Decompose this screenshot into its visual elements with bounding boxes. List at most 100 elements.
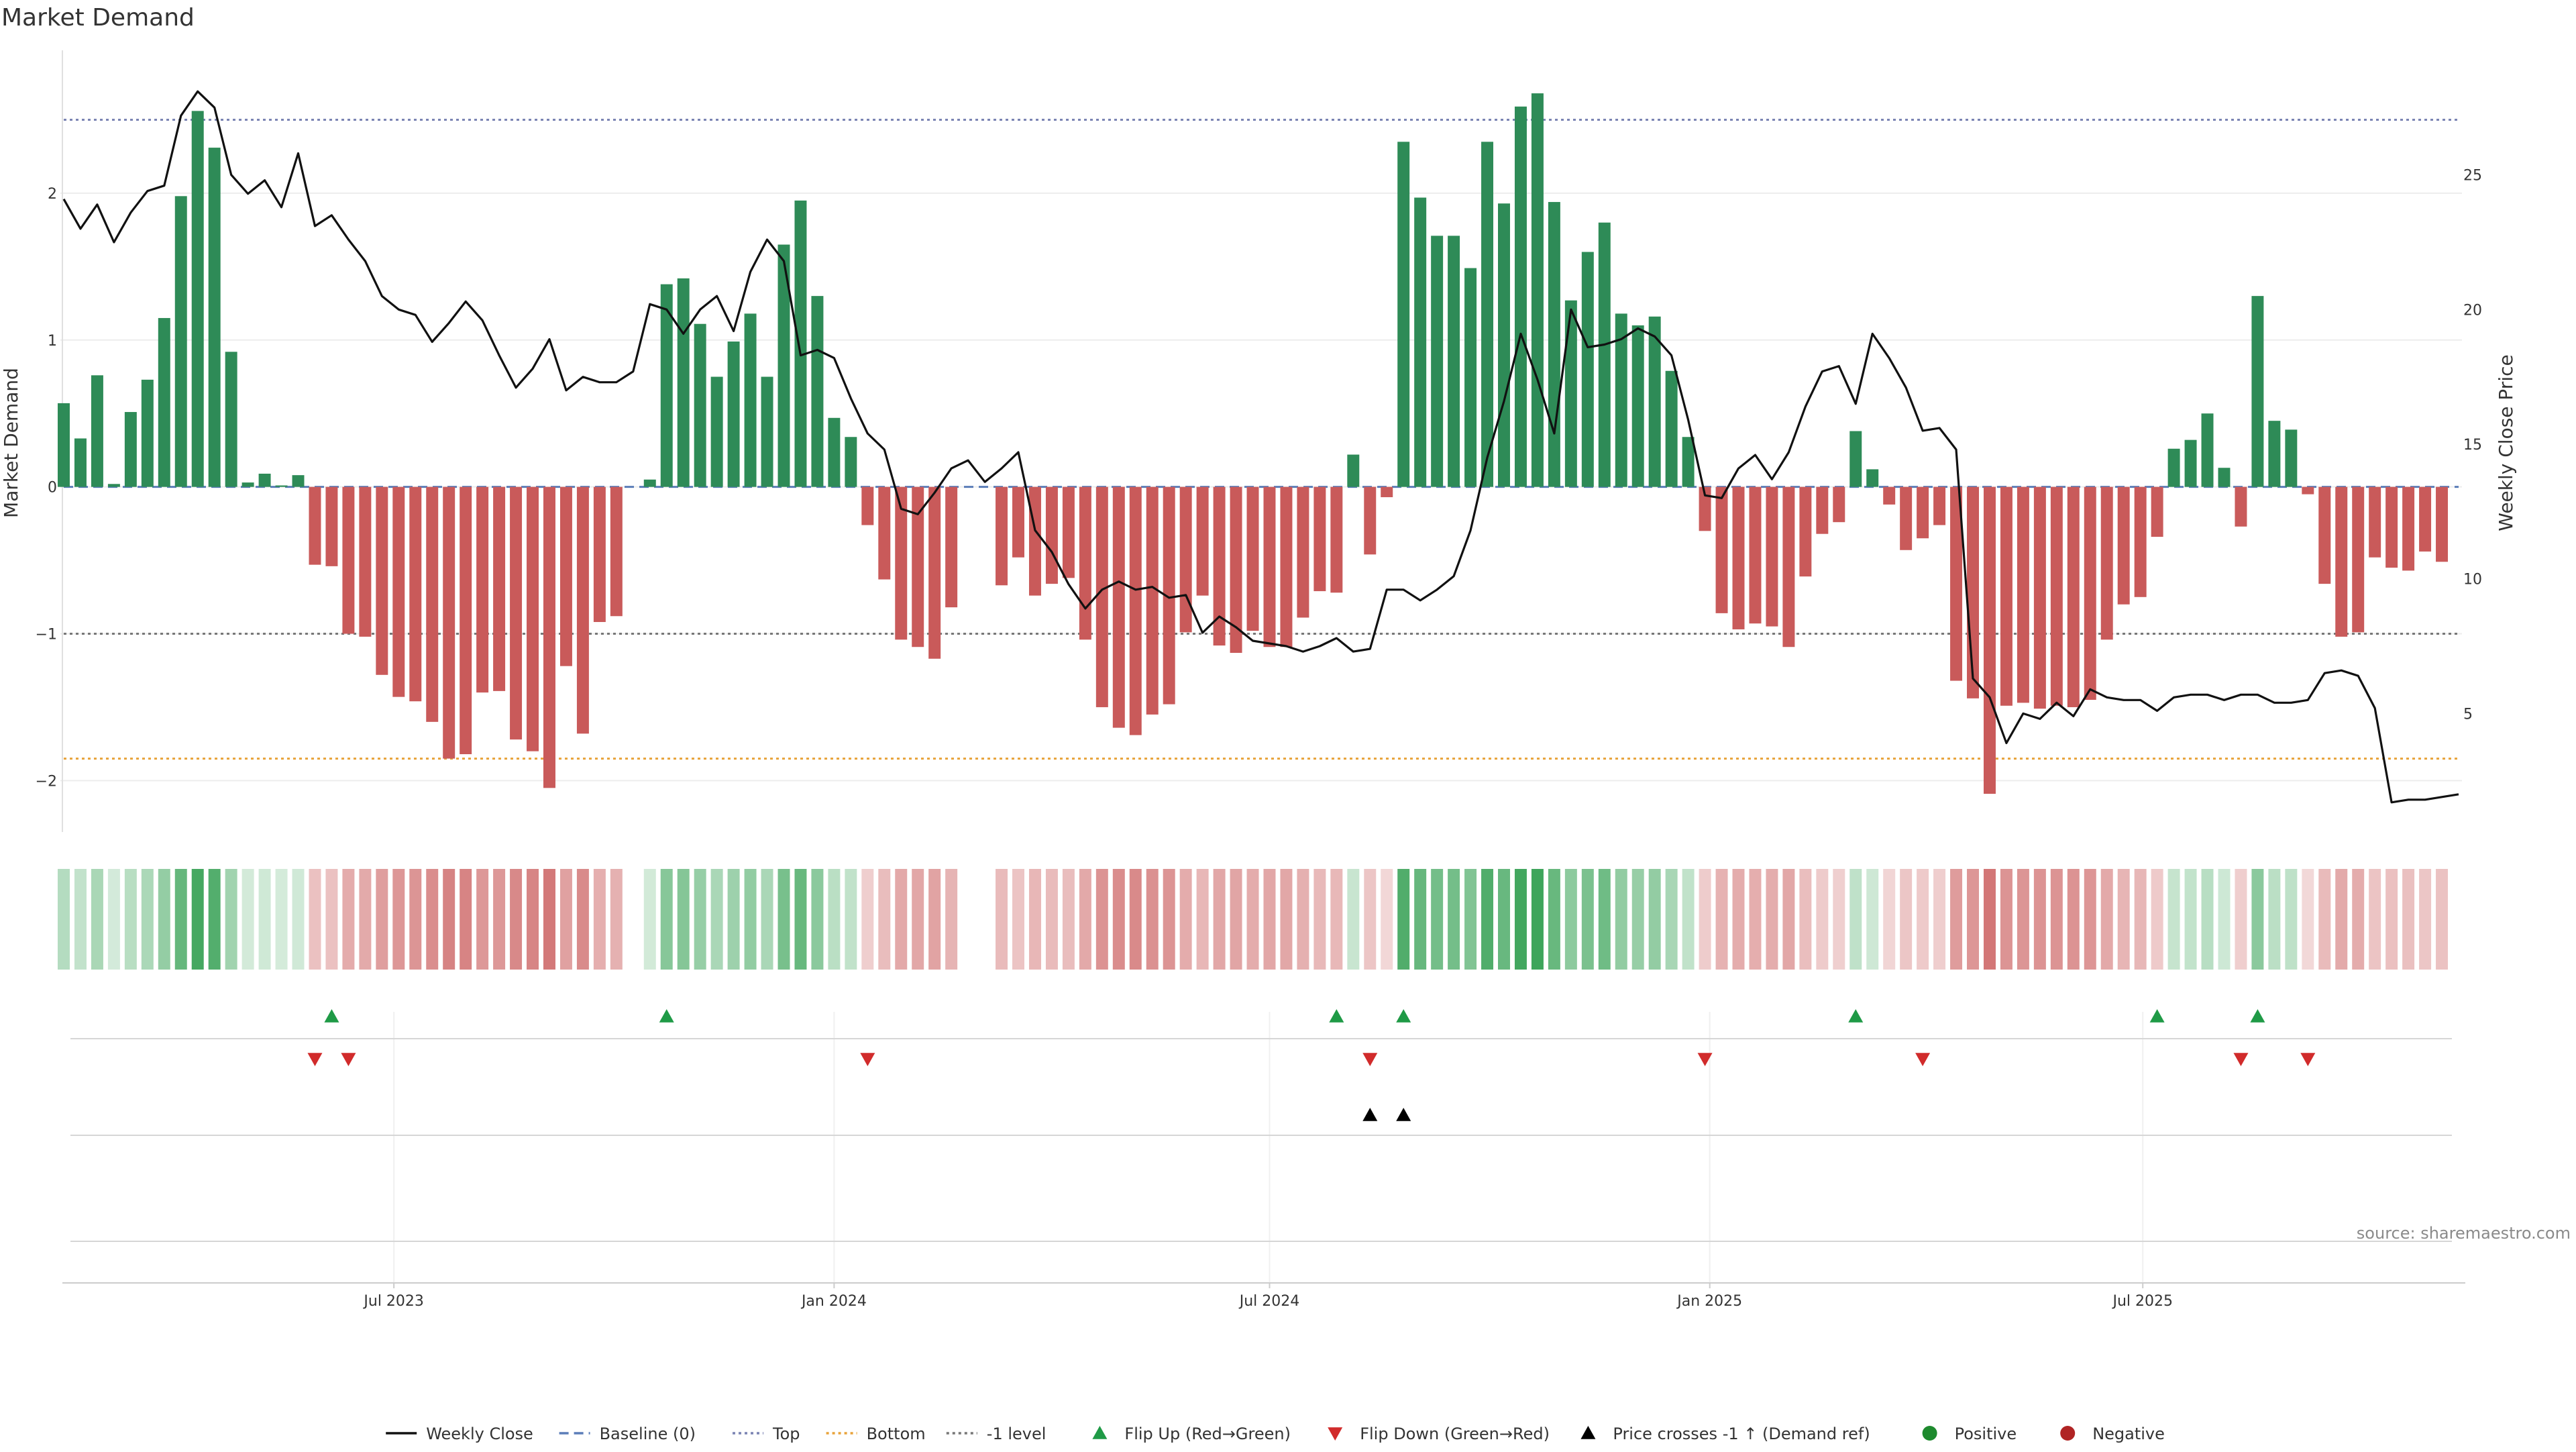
heat-cell xyxy=(1079,869,1091,970)
heat-cell xyxy=(2151,869,2163,970)
legend-label: Weekly Close xyxy=(426,1424,533,1443)
heat-cell xyxy=(2419,869,2432,970)
heat-cell xyxy=(543,869,555,970)
demand-bar xyxy=(727,341,740,487)
demand-bar xyxy=(777,244,790,487)
heat-cell xyxy=(1615,869,1627,970)
heat-cell xyxy=(91,869,103,970)
demand-bar xyxy=(2100,486,2113,640)
heat-cell xyxy=(1715,869,1728,970)
heat-cell xyxy=(258,869,271,970)
demand-bar xyxy=(1179,486,1192,633)
heat-cell xyxy=(1330,869,1343,970)
heat-cell xyxy=(1749,869,1762,970)
heat-cell xyxy=(1849,869,1862,970)
heat-cell xyxy=(1045,869,1058,970)
demand-bar xyxy=(241,482,254,487)
chart-title: Market Demand xyxy=(1,4,195,32)
flip-up-marker xyxy=(1396,1009,1411,1023)
heat-cell xyxy=(761,869,773,970)
heat-cell xyxy=(1297,869,1309,970)
heat-cell xyxy=(1598,869,1611,970)
demand-bar xyxy=(559,486,572,666)
x-tick-label: Jul 2025 xyxy=(2111,1293,2173,1310)
heat-cell xyxy=(1665,869,1678,970)
demand-bar xyxy=(1983,486,1996,794)
heat-cell xyxy=(1648,869,1661,970)
demand-bar xyxy=(1917,486,1929,539)
legend-label: Positive xyxy=(1955,1424,2017,1443)
demand-bar xyxy=(1950,486,1963,681)
demand-bar xyxy=(643,479,656,487)
demand-bar xyxy=(2117,486,2130,605)
y-tick-label: −1 xyxy=(36,627,57,643)
flip-down-marker xyxy=(307,1053,323,1066)
heat-cell xyxy=(443,869,455,970)
heat-cell xyxy=(1816,869,1829,970)
heat-cell xyxy=(1531,869,1544,970)
demand-bar xyxy=(2067,486,2080,707)
x-tick-label: Jul 2024 xyxy=(1238,1293,1300,1310)
legend-item: Baseline (0) xyxy=(559,1424,696,1443)
heat-cell xyxy=(2235,869,2247,970)
demand-bar xyxy=(996,486,1008,586)
heat-cell xyxy=(342,869,355,970)
heat-cell xyxy=(1732,869,1745,970)
demand-bar xyxy=(2335,486,2348,637)
heat-cell xyxy=(2402,869,2415,970)
demand-bar xyxy=(1648,316,1661,487)
heat-cell xyxy=(928,869,941,970)
demand-bar xyxy=(1028,486,1041,596)
demand-bar xyxy=(2436,486,2449,562)
demand-bar xyxy=(275,485,288,487)
demand-bar xyxy=(878,486,891,580)
demand-bar xyxy=(2151,486,2163,537)
heat-cell xyxy=(2084,869,2096,970)
legend-item: Weekly Close xyxy=(386,1424,533,1443)
heat-cell xyxy=(1967,869,1980,970)
demand-bar xyxy=(1313,486,1326,592)
demand-bar xyxy=(2352,486,2365,633)
demand-bar xyxy=(1381,486,1393,497)
heat-cell xyxy=(576,869,589,970)
heat-cell xyxy=(426,869,439,970)
demand-bar xyxy=(1129,486,1142,735)
heat-cell xyxy=(225,869,237,970)
demand-bar xyxy=(861,486,874,525)
heat-cell xyxy=(2033,869,2046,970)
heat-cell xyxy=(2000,869,2012,970)
heat-cell xyxy=(409,869,422,970)
demand-bar xyxy=(811,296,824,487)
legend-label: Baseline (0) xyxy=(600,1424,696,1443)
heat-cell xyxy=(1397,869,1410,970)
event-markers xyxy=(307,1009,2316,1121)
heat-cell xyxy=(1917,869,1929,970)
heat-cell xyxy=(107,869,120,970)
legend-swatch xyxy=(1328,1427,1343,1441)
legend-label: Bottom xyxy=(867,1424,926,1443)
demand-bar xyxy=(1464,268,1477,487)
heat-cell xyxy=(2369,869,2381,970)
demand-bar xyxy=(928,486,941,659)
demand-bar xyxy=(1514,106,1527,487)
heat-cell xyxy=(1498,869,1510,970)
heat-cell xyxy=(2050,869,2063,970)
demand-bar xyxy=(342,486,355,634)
heat-cell xyxy=(1782,869,1795,970)
demand-bar xyxy=(1833,486,1845,523)
demand-bar xyxy=(710,376,723,487)
demand-bar xyxy=(208,148,221,487)
flip-down-marker xyxy=(2233,1053,2249,1066)
demand-bar xyxy=(1900,486,1913,550)
demand-bar xyxy=(1799,486,1812,577)
heat-cell xyxy=(74,869,87,970)
legend-item: Bottom xyxy=(826,1424,926,1443)
heat-cell xyxy=(861,869,874,970)
y2-tick-label: 5 xyxy=(2463,706,2473,723)
heat-cell xyxy=(2302,869,2314,970)
heat-cell xyxy=(2067,869,2080,970)
heat-cell xyxy=(945,869,958,970)
demand-bar xyxy=(1699,486,1711,531)
demand-bar xyxy=(2268,421,2281,487)
